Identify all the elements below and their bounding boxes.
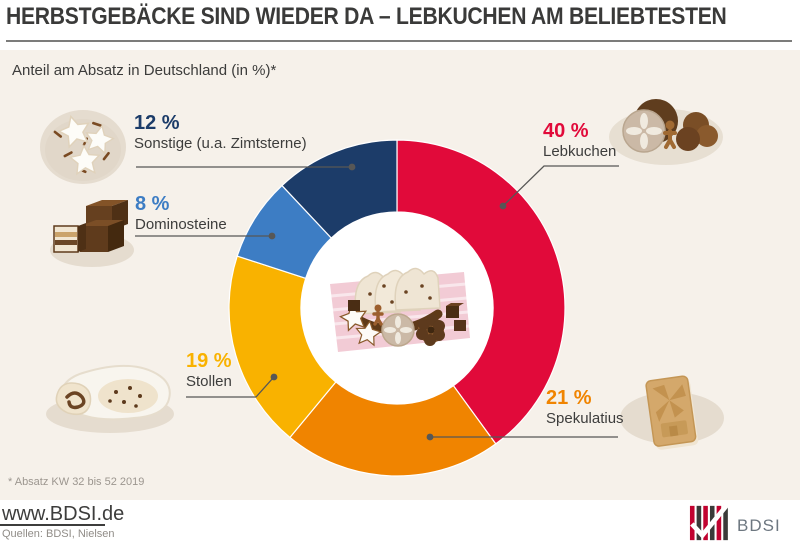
spekulatius-percentage: 21 % [546,387,592,409]
bdsi-logo-icon [689,503,729,541]
donut-segment-sonstige [281,139,398,239]
dominosteine-percentage: 8 % [135,193,170,215]
title-divider [6,40,792,42]
sonstige-label: Sonstige (u.a. Zimtsterne) [134,135,307,152]
dominosteine-label: Dominosteine [135,216,227,233]
donut-segment-spekulatius [289,381,497,477]
gingerbread-man-icon [663,129,677,149]
chart-panel: Anteil am Absatz in Deutschland (in %)* [0,50,800,500]
website-link[interactable]: www.BDSI.de [2,503,125,525]
stollen-label: Stollen [186,373,232,390]
spekulatius-label: Spekulatius [546,410,624,427]
center-pastries-illustration-icon [330,267,470,352]
callout-spekulatius: 21 % Spekulatius [546,387,624,428]
stollen-percentage: 19 % [186,350,232,372]
callout-sonstige: 12 % Sonstige (u.a. Zimtsterne) [134,112,307,153]
spekulatius-illustration-icon [620,375,724,450]
chart-subtitle: Anteil am Absatz in Deutschland (in %)* [12,62,277,79]
stollen-illustration-icon [46,364,174,433]
website-underline [0,524,105,526]
lebkuchen-illustration-icon [609,99,723,165]
chart-footnote: * Absatz KW 32 bis 52 2019 [8,476,145,488]
domino-cubes-icon [348,300,466,331]
stollen-slices-icon [354,267,441,315]
lebkuchen-label: Lebkuchen [543,143,617,160]
callout-dominosteine: 8 % Dominosteine [135,193,227,234]
page-title: HERBSTGEBÄCKE SIND WIEDER DA – LEBKUCHEN… [6,3,727,30]
dominosteine-illustration-icon [50,200,134,267]
gingerbread-man-icon [372,304,384,326]
callout-lebkuchen: 40 % Lebkuchen [543,120,616,161]
bdsi-logo-text: BDSI [737,516,781,535]
sonstige-percentage: 12 % [134,112,180,134]
flower-cookie-icon [416,314,445,346]
callout-stollen: 19 % Stollen [186,350,232,391]
footer-bar: www.BDSI.de Quellen: BDSI, Nielsen BDSI [0,500,800,549]
lebkuchen-percentage: 40 % [543,120,589,142]
zimtsterne-illustration-icon [40,110,126,184]
sources-text: Quellen: BDSI, Nielsen [2,528,115,540]
